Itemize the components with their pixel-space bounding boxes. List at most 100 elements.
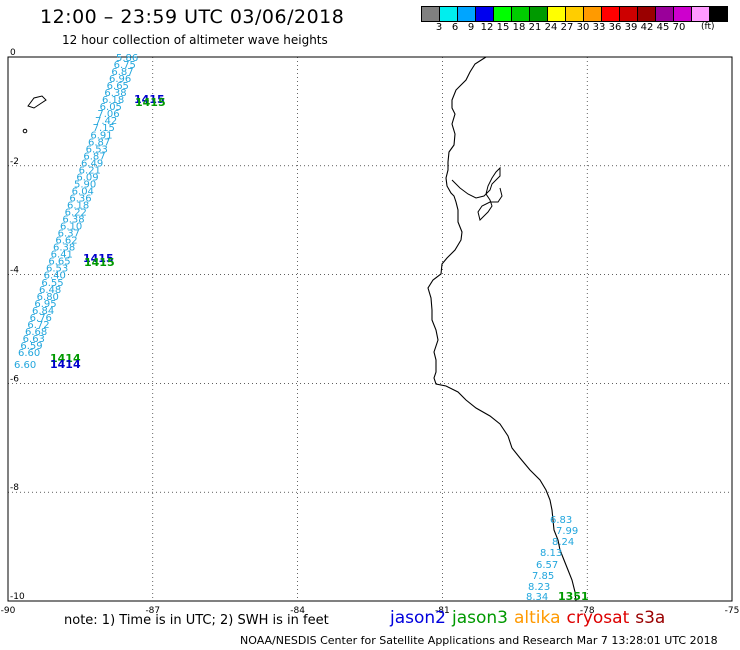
wave-height-value: 6.87	[88, 137, 110, 148]
legend-label: 39	[624, 22, 638, 33]
wave-height-value: 6.63	[23, 334, 45, 345]
color-scale-legend	[421, 6, 728, 22]
pass-time-label: 1351	[558, 590, 589, 603]
satellite-legend-altika: altika	[514, 608, 561, 628]
y-tick-label: -10	[10, 592, 25, 602]
x-tick-label: -87	[145, 606, 160, 616]
satellite-legend-jason2: jason2	[390, 608, 446, 628]
pass-time-label: 1415	[134, 93, 165, 106]
legend-label: 27	[560, 22, 574, 33]
wave-height-value: 6.60	[14, 360, 36, 371]
wave-height-value: 6.21	[79, 165, 101, 176]
wave-height-value: 6.65	[48, 257, 70, 268]
wave-height-value: 7.42	[95, 116, 117, 127]
wave-height-value: 6.53	[46, 264, 68, 275]
pass-time-label: 1414	[50, 358, 81, 371]
color-scale-unit: (ft)	[701, 22, 715, 32]
wave-height-value: 8.34	[526, 592, 548, 603]
x-tick-label: -84	[290, 606, 305, 616]
wave-height-value: 6.91	[90, 130, 112, 141]
wave-height-value: 6.65	[107, 81, 129, 92]
wave-height-value: 6.40	[44, 271, 66, 282]
y-tick-label: 0	[10, 48, 16, 58]
y-tick-label: -2	[10, 157, 19, 167]
wave-height-value: 6.10	[60, 222, 82, 233]
pass-time-label: 1414	[50, 352, 81, 365]
wave-height-value: 6.68	[25, 327, 47, 338]
legend-label: 42	[640, 22, 654, 33]
coastline-gulf	[451, 166, 503, 221]
satellite-legend-cryosat: cryosat	[566, 608, 630, 628]
map-subtitle: 12 hour collection of altimeter wave hei…	[62, 33, 328, 47]
wave-height-value: 6.38	[104, 88, 126, 99]
legend-label: 33	[592, 22, 606, 33]
x-axis-labels: -90 -87 -84 -81 -78 -75	[1, 606, 740, 616]
legend-swatch	[709, 6, 728, 22]
note-text: note: 1) Time is in UTC; 2) SWH is in fe…	[64, 613, 329, 628]
footer-credit: NOAA/NESDIS Center for Satellite Applica…	[240, 634, 718, 647]
wave-height-value: 6.60	[18, 348, 40, 359]
satellite-legend-s3a: s3a	[635, 608, 666, 628]
wave-height-value: 6.62	[55, 236, 77, 247]
color-scale-labels: 3 6 9 12 15 18 21 24 27 30 33 36 39 42 45 70	[422, 22, 732, 34]
wave-height-value: 6.59	[20, 341, 42, 352]
island-outline	[27, 95, 47, 109]
pass-time-label: 1415	[135, 96, 166, 109]
wave-height-value: 5.86	[116, 53, 138, 64]
pass-time-label: 1415	[83, 252, 114, 265]
wave-height-value: 6.48	[39, 285, 61, 296]
wave-height-value: 8.24	[552, 537, 574, 548]
legend-label: 15	[496, 22, 510, 33]
legend-label: 45	[656, 22, 670, 33]
wave-height-value: 6.37	[58, 229, 80, 240]
wave-height-value: 6.36	[69, 193, 91, 204]
legend-label: 36	[608, 22, 622, 33]
wave-height-value: 6.87	[83, 151, 105, 162]
wave-height-value: 6.83	[550, 515, 572, 526]
coastline-mainland	[427, 56, 577, 602]
wave-height-value: 6.04	[72, 186, 94, 197]
legend-label: 12	[480, 22, 494, 33]
y-axis-labels: 0 -2 -4 -6 -8 -10	[10, 48, 25, 602]
legend-label: 6	[451, 22, 459, 33]
y-tick-label: -8	[10, 483, 19, 493]
wave-height-value: 7.06	[97, 109, 119, 120]
wave-height-value: 6.87	[111, 67, 133, 78]
legend-label: 3	[435, 22, 443, 33]
wave-height-value: 6.96	[109, 74, 131, 85]
wave-height-value: 6.55	[41, 278, 63, 289]
legend-label: 24	[544, 22, 558, 33]
wave-height-value: 7.15	[93, 123, 115, 134]
satellite-legend: jason2 jason3 altika cryosat s3a	[390, 608, 671, 628]
legend-label: 9	[467, 22, 475, 33]
wave-height-value: 6.57	[536, 560, 558, 571]
map-grid	[8, 57, 732, 601]
wave-height-track-offshore: 5.866.756.876.966.656.386.186.057.067.42…	[14, 53, 138, 371]
wave-height-value: 6.72	[27, 320, 49, 331]
wave-height-value: 8.23	[528, 582, 550, 593]
wave-height-value: 7.99	[556, 526, 578, 537]
wave-height-value: 6.95	[34, 299, 56, 310]
wave-height-value: 6.80	[37, 292, 59, 303]
wave-height-track-coastal: 6.837.998.248.136.577.858.238.34	[526, 515, 578, 603]
wave-height-value: 6.05	[100, 102, 122, 113]
legend-label: 70	[672, 22, 686, 33]
wave-height-value: 6.53	[86, 144, 108, 155]
wave-height-value: 7.85	[532, 571, 554, 582]
wave-height-value: 6.75	[114, 60, 136, 71]
wave-height-value: 6.38	[62, 215, 84, 226]
wave-height-value: 6.09	[76, 172, 98, 183]
legend-label: 30	[576, 22, 590, 33]
legend-label: 21	[528, 22, 542, 33]
pass-time-label: 1415	[84, 256, 115, 269]
wave-height-value: 6.76	[30, 313, 52, 324]
wave-height-value: 6.18	[67, 201, 89, 212]
map-frame	[7, 56, 733, 602]
wave-height-value: 8.13	[540, 548, 562, 559]
y-tick-label: -6	[10, 374, 19, 384]
x-tick-label: -90	[1, 606, 16, 616]
map-title: 12:00 – 23:59 UTC 03/06/2018	[40, 6, 345, 28]
wave-height-value: 6.22	[65, 208, 87, 219]
